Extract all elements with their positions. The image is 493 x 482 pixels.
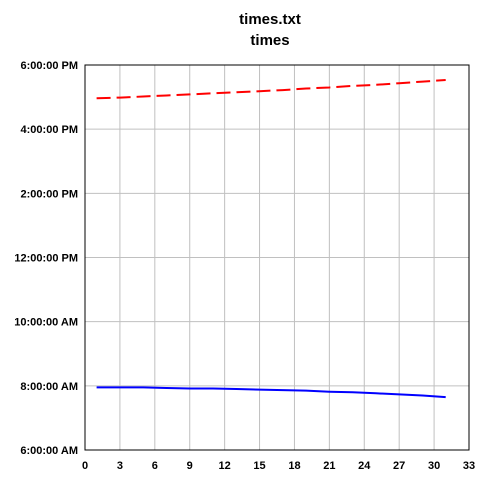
chart-subtitle: times [250, 32, 289, 49]
x-tick-label: 18 [288, 460, 300, 472]
y-tick-label: 6:00:00 AM [20, 445, 78, 457]
x-tick-label: 27 [393, 460, 405, 472]
y-tick-label: 8:00:00 AM [20, 381, 78, 393]
x-tick-label: 9 [187, 460, 193, 472]
chart-title: times.txt [239, 11, 301, 28]
y-tick-label: 12:00:00 PM [14, 253, 78, 265]
y-tick-label: 6:00:00 PM [21, 60, 78, 72]
plot-frame [84, 64, 470, 451]
series-line-1 [96, 79, 446, 100]
series-line-2 [96, 386, 446, 399]
series-layer [96, 79, 446, 399]
x-tick-label: 21 [323, 460, 335, 472]
grid [85, 65, 469, 450]
x-tick-label: 12 [219, 460, 231, 472]
x-tick-label: 3 [117, 460, 123, 472]
x-tick-label: 0 [82, 460, 88, 472]
y-tick-label: 10:00:00 AM [14, 317, 78, 329]
y-tick-label: 2:00:00 PM [21, 188, 78, 200]
x-tick-label: 6 [152, 460, 158, 472]
tick-labels: 0 3 6 9 12 15 18 21 24 27 30 33 6:00:00 AM 8:00:00 AM… [14, 60, 475, 472]
y-tick-label: 4:00:00 PM [21, 124, 78, 136]
x-tick-label: 30 [428, 460, 440, 472]
x-tick-label: 33 [463, 460, 475, 472]
x-tick-label: 24 [358, 460, 371, 472]
x-tick-label: 15 [253, 460, 265, 472]
